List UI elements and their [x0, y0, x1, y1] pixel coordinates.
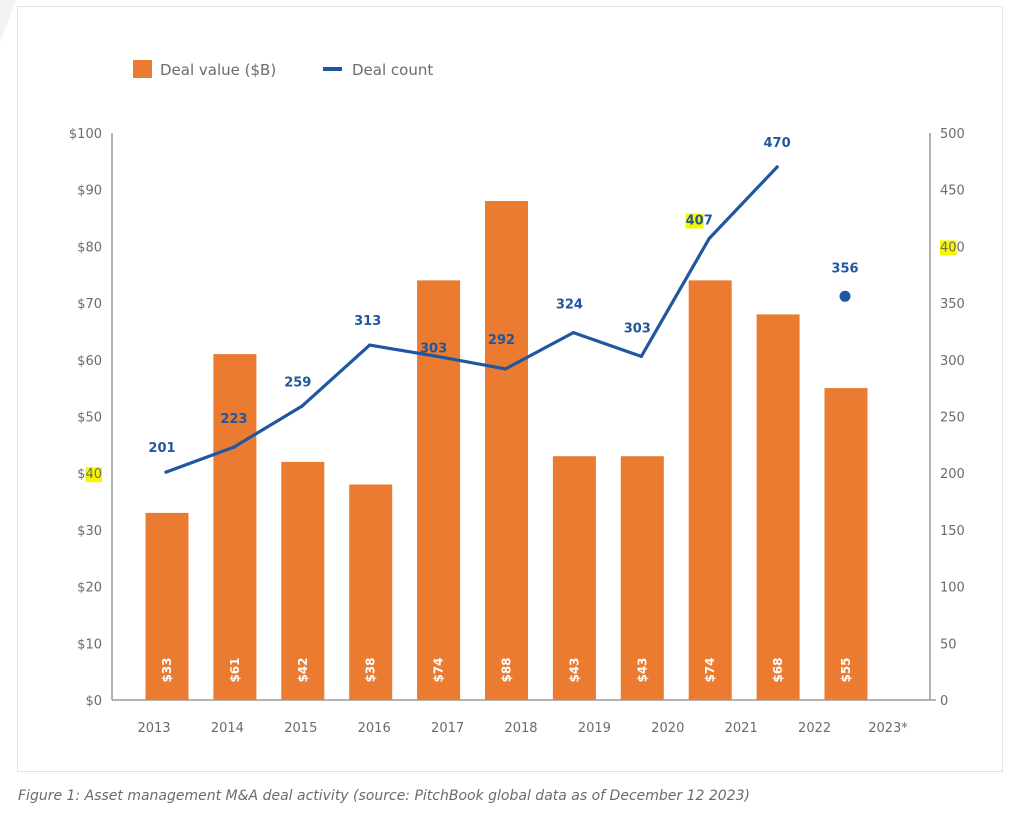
x-tick-label: 2020: [651, 721, 684, 736]
bar-2019: [552, 456, 596, 700]
deal-count-label: 303: [624, 321, 651, 336]
deal-count-label: 201: [148, 441, 175, 456]
right-y-tick-label: 50: [940, 637, 957, 652]
deal-count-point-2018: [503, 367, 508, 371]
bar-value-label: $68: [771, 657, 785, 682]
bar-value-label: $61: [228, 657, 242, 682]
legend-swatch-deal-count: [323, 67, 342, 71]
x-tick-label: 2014: [211, 721, 244, 736]
legend-label-deal-count: Deal count: [352, 61, 433, 79]
bar-value-label: $43: [635, 657, 649, 682]
labels-layer: $33 $61 $42 $38 $74 $88 $43 $43 $74 $68 $55 201 223 2…: [148, 136, 858, 683]
left-y-tick-label: $70: [77, 297, 102, 312]
left-y-tick-label: $100: [69, 127, 102, 142]
bar-2023*: [824, 388, 868, 700]
deal-count-label: 292: [488, 333, 515, 348]
deal-count-point-2023*: [839, 290, 851, 302]
right-y-tick-label: 150: [940, 524, 965, 539]
left-y-tick-label: $60: [77, 354, 102, 369]
deal-count-line: [164, 165, 779, 474]
deal-count-line-layer: [164, 165, 851, 474]
deal-count-label: 259: [284, 375, 311, 390]
bar-value-label: $43: [567, 657, 581, 682]
right-y-tick-label: 100: [940, 581, 965, 596]
bar-value-label: $74: [703, 657, 717, 682]
text-highlight: [685, 213, 704, 229]
x-tick-label: 2019: [578, 721, 611, 736]
left-y-tick-label: $80: [77, 240, 102, 255]
bar-2015: [281, 461, 325, 700]
deal-count-point-2019: [571, 331, 576, 335]
bar-value-label: $42: [296, 657, 310, 682]
bar-2021: [688, 280, 732, 700]
bar-2020: [620, 456, 664, 700]
right-y-tick-label: 350: [940, 297, 965, 312]
x-tick-label: 2018: [504, 721, 537, 736]
x-tick-label: 2013: [137, 721, 170, 736]
deal-count-point-2017: [436, 354, 440, 358]
chart: Deal value ($B) Deal count $0 $10 $20 $30 $4…: [69, 60, 965, 736]
text-highlight: [85, 467, 102, 483]
left-y-tick-label: $20: [77, 581, 102, 596]
axes-layer: $0 $10 $20 $30 $40 $50 $60 $70 $80 $90 $100 0 50 100 1…: [69, 127, 965, 736]
legend: Deal value ($B) Deal count: [133, 60, 433, 79]
figure-caption: Figure 1: Asset management M&A deal acti…: [18, 788, 750, 804]
left-y-tick-label: $40: [77, 467, 102, 482]
bar-2022: [756, 314, 800, 700]
bar-value-label: $33: [160, 657, 174, 682]
bar-2017: [417, 280, 461, 700]
x-tick-label: 2017: [431, 721, 464, 736]
left-y-tick-label: $30: [77, 524, 102, 539]
right-y-tick-label: 450: [940, 184, 965, 199]
x-tick-label: 2022: [798, 721, 831, 736]
legend-label-deal-value: Deal value ($B): [160, 61, 276, 79]
x-tick-label: 2023*: [868, 721, 908, 736]
deal-count-label: 313: [354, 314, 381, 329]
x-tick-label: 2015: [284, 721, 317, 736]
deal-count-label: 470: [764, 136, 791, 151]
left-y-tick-label: $50: [77, 411, 102, 426]
bar-value-label: $38: [364, 657, 378, 682]
bar-2018: [485, 201, 528, 700]
deal-count-point-2015: [300, 404, 304, 408]
left-y-tick-label: $90: [77, 184, 102, 199]
text-highlight: [940, 240, 957, 256]
bars-layer: [145, 201, 868, 700]
deal-count-point-2022: [775, 165, 779, 169]
deal-count-point-2020: [639, 354, 643, 358]
deal-count-label: 356: [831, 261, 858, 276]
x-tick-label: 2021: [725, 721, 758, 736]
x-tick-label: 2016: [358, 721, 391, 736]
left-y-tick-label: $10: [77, 637, 102, 652]
deal-count-point-2016: [368, 343, 372, 347]
deal-count-label: 303: [420, 341, 447, 356]
deal-count-label: 407: [686, 213, 713, 228]
bar-value-label: $88: [500, 657, 514, 682]
bar-2014: [213, 354, 257, 700]
right-y-tick-label: 0: [940, 694, 948, 709]
bar-value-label: $55: [839, 657, 853, 682]
bar-value-label: $74: [432, 657, 446, 682]
deal-count-label: 324: [556, 298, 583, 313]
bar-2016: [349, 484, 393, 700]
legend-swatch-deal-value: [133, 60, 152, 78]
right-y-tick-label: 400: [940, 240, 965, 255]
deal-count-point-2013: [164, 470, 168, 474]
right-y-tick-label: 300: [940, 354, 965, 369]
right-y-tick-label: 250: [940, 411, 965, 426]
left-y-tick-label: $0: [85, 694, 102, 709]
right-y-tick-label: 500: [940, 127, 965, 142]
deal-count-point-2014: [232, 445, 236, 449]
deal-count-label: 223: [220, 412, 247, 427]
corner-decoration: [0, 0, 16, 42]
right-y-tick-label: 200: [940, 467, 965, 482]
bar-2013: [145, 512, 189, 700]
deal-count-point-2021: [707, 236, 711, 241]
